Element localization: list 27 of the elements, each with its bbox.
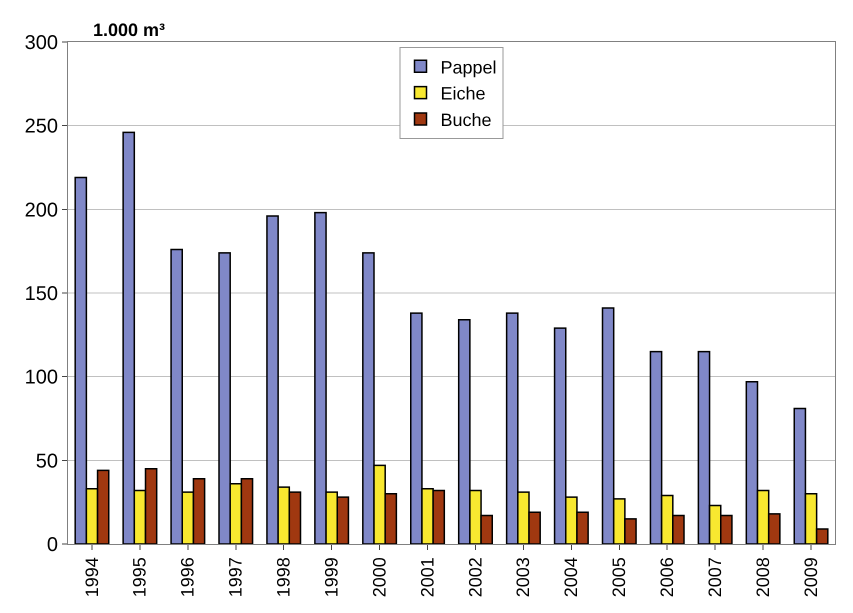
x-tick-label: 1997 <box>226 557 246 598</box>
x-tick-label: 2005 <box>609 557 630 598</box>
x-tick-label: 2009 <box>800 557 821 598</box>
legend-label: Pappel <box>440 57 497 78</box>
x-tick-label: 2000 <box>369 557 390 598</box>
x-tick-label: 1998 <box>274 557 294 598</box>
y-tick-label: 0 <box>46 534 58 556</box>
legend-label: Buche <box>440 110 492 130</box>
y-tick-label: 100 <box>24 366 58 389</box>
x-tick-label: 1994 <box>82 557 102 598</box>
x-tick-label: 1999 <box>322 557 342 598</box>
legend-label: Eiche <box>440 84 486 104</box>
x-tick-label: 1996 <box>178 557 198 598</box>
x-tick-label: 2001 <box>417 557 438 598</box>
x-tick-label: 1995 <box>130 557 150 598</box>
y-tick-label: 150 <box>24 283 58 305</box>
x-tick-label: 2004 <box>561 557 582 598</box>
y-tick-label: 50 <box>36 450 58 472</box>
x-tick-label: 2003 <box>513 557 534 598</box>
y-axis-title: 1.000 m³ <box>93 20 166 40</box>
y-tick-label: 300 <box>24 32 58 54</box>
x-tick-label: 2008 <box>752 557 773 598</box>
y-tick-label: 250 <box>24 116 58 138</box>
y-tick-label: 200 <box>24 199 58 222</box>
x-tick-label: 2006 <box>657 557 678 598</box>
x-tick-label: 2002 <box>465 557 486 598</box>
x-tick-label: 2007 <box>705 557 726 598</box>
